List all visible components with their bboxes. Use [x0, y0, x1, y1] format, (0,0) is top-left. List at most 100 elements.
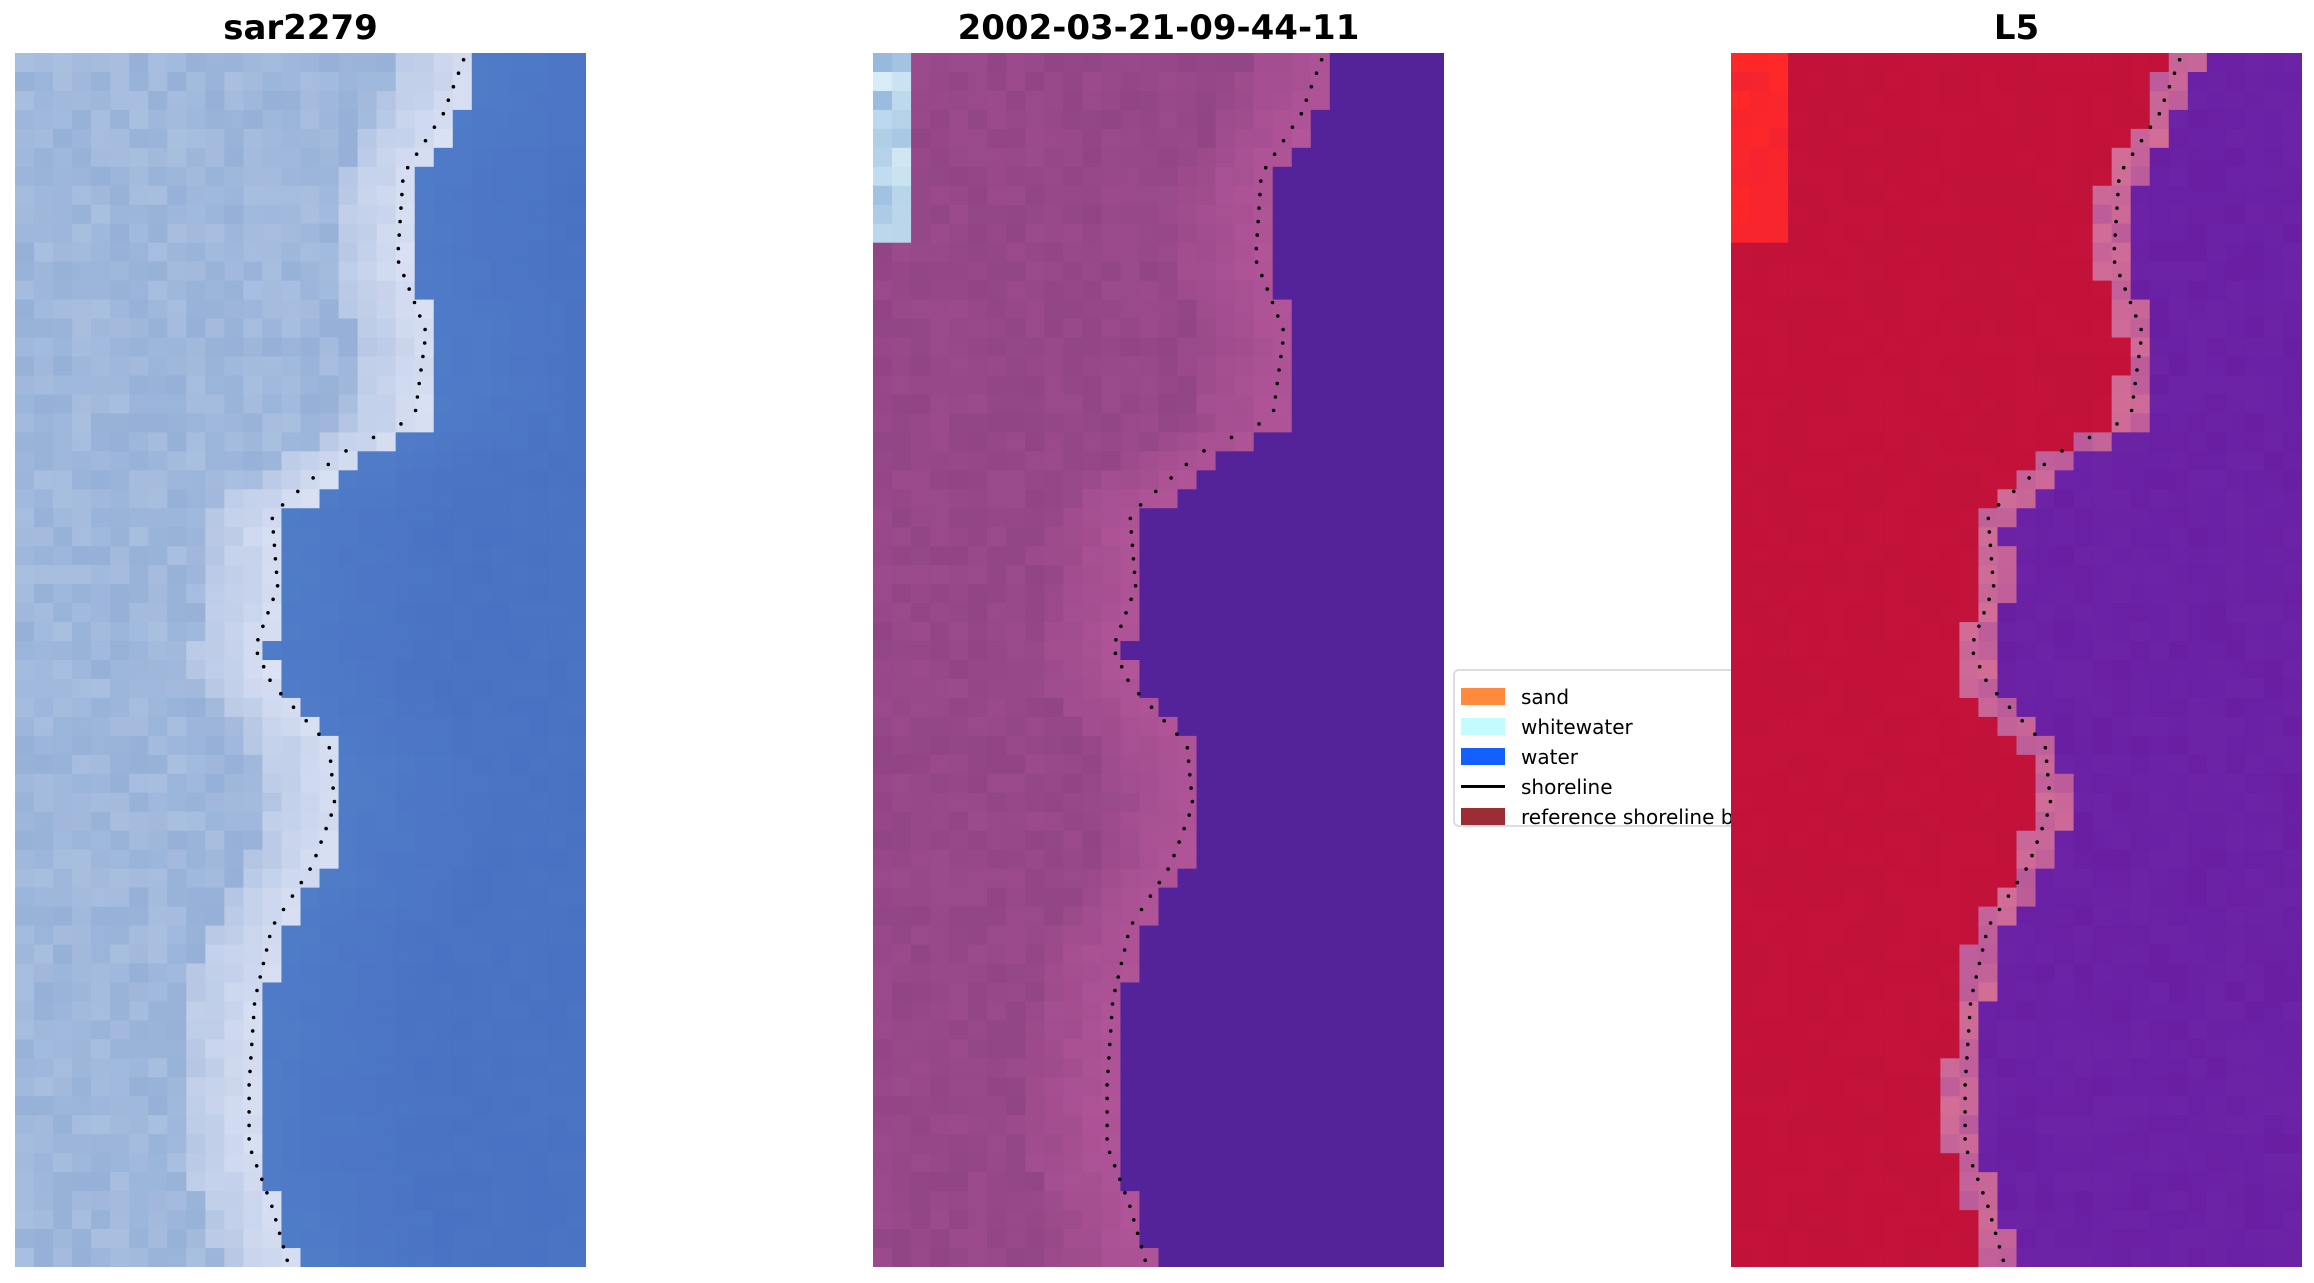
pixel: [15, 299, 35, 320]
pixel: [1424, 375, 1444, 396]
pixel: [186, 394, 206, 415]
pixel: [1082, 53, 1102, 73]
pixel: [1158, 1191, 1179, 1211]
pixel: [1139, 489, 1160, 509]
pixel: [1386, 830, 1407, 851]
pixel: [91, 982, 111, 1003]
pixel: [1348, 584, 1369, 604]
pixel: [1788, 565, 1808, 585]
pixel: [1272, 887, 1293, 908]
pixel: [110, 1229, 130, 1249]
pixel: [1348, 356, 1369, 377]
pixel: [376, 546, 397, 566]
pixel: [1082, 830, 1102, 851]
pixel: [91, 1077, 111, 1097]
pixel: [72, 1096, 92, 1116]
pixel: [1788, 489, 1808, 509]
pixel: [129, 1020, 149, 1040]
shoreline-point: [285, 1258, 290, 1263]
pixel: [2092, 641, 2113, 661]
pixel: [1348, 71, 1369, 92]
pixel: [1367, 811, 1388, 832]
pixel: [1424, 166, 1444, 187]
pixel: [2282, 641, 2302, 661]
pixel: [452, 603, 473, 623]
pixel: [987, 280, 1007, 301]
pixel: [1139, 1229, 1160, 1249]
pixel: [987, 147, 1007, 168]
pixel: [2092, 527, 2113, 547]
pixel: [300, 508, 321, 528]
pixel: [1063, 792, 1083, 813]
pixel: [490, 773, 511, 794]
pixel: [414, 1191, 435, 1211]
pixel: [224, 811, 244, 832]
pixel: [1386, 1039, 1407, 1059]
pixel: [892, 242, 912, 263]
pixel: [2168, 299, 2189, 320]
pixel: [471, 299, 492, 320]
pixel: [34, 109, 54, 130]
pixel: [547, 1077, 568, 1097]
pixel: [2225, 641, 2246, 661]
pixel: [566, 1077, 586, 1097]
pixel: [490, 716, 511, 737]
pixel: [1845, 299, 1865, 320]
pixel: [319, 906, 340, 927]
pixel: [1234, 375, 1255, 396]
pixel: [1082, 394, 1102, 415]
pixel: [2092, 109, 2113, 130]
pixel: [167, 1153, 187, 1173]
pixel: [892, 565, 912, 585]
pixel: [300, 603, 321, 623]
pixel: [34, 166, 54, 187]
shoreline-point: [396, 246, 401, 251]
pixel: [1272, 830, 1293, 851]
pixel: [414, 1172, 435, 1192]
pixel: [1272, 565, 1293, 585]
pixel: [395, 375, 416, 396]
pixel: [987, 1134, 1007, 1154]
pixel: [34, 432, 54, 452]
pixel: [91, 925, 111, 946]
pixel: [300, 716, 321, 737]
pixel: [1044, 394, 1064, 415]
pixel: [490, 166, 511, 187]
pixel: [1215, 906, 1236, 927]
pixel: [205, 565, 225, 585]
pixel: [53, 1115, 73, 1135]
pixel: [471, 754, 492, 775]
pixel: [1253, 470, 1274, 490]
pixel: [2282, 432, 2302, 452]
pixel: [1367, 925, 1388, 946]
pixel: [34, 792, 54, 813]
pixel: [186, 299, 206, 320]
pixel: [376, 223, 397, 244]
pixel: [300, 849, 321, 870]
pixel: [376, 470, 397, 490]
pixel: [1272, 109, 1293, 130]
pixel: [300, 1058, 321, 1078]
pixel: [148, 622, 168, 642]
pixel: [1405, 811, 1426, 832]
pixel: [1253, 1248, 1274, 1267]
shoreline-point: [1166, 867, 1170, 871]
pixel: [1405, 1134, 1426, 1154]
pixel: [2244, 413, 2265, 433]
pixel: [2225, 603, 2246, 623]
pixel: [949, 470, 969, 490]
pixel: [72, 1229, 92, 1249]
pixel: [1272, 1172, 1293, 1192]
pixel: [2035, 166, 2056, 187]
pixel: [148, 982, 168, 1003]
pixel: [2282, 508, 2302, 528]
pixel: [892, 811, 912, 832]
pixel: [1921, 166, 1941, 187]
pixel: [911, 830, 931, 851]
pixel: [2130, 546, 2151, 566]
pixel: [148, 223, 168, 244]
pixel: [1750, 223, 1770, 244]
pixel: [1386, 678, 1407, 699]
pixel: [1158, 1210, 1179, 1230]
pixel: [1978, 128, 1999, 149]
